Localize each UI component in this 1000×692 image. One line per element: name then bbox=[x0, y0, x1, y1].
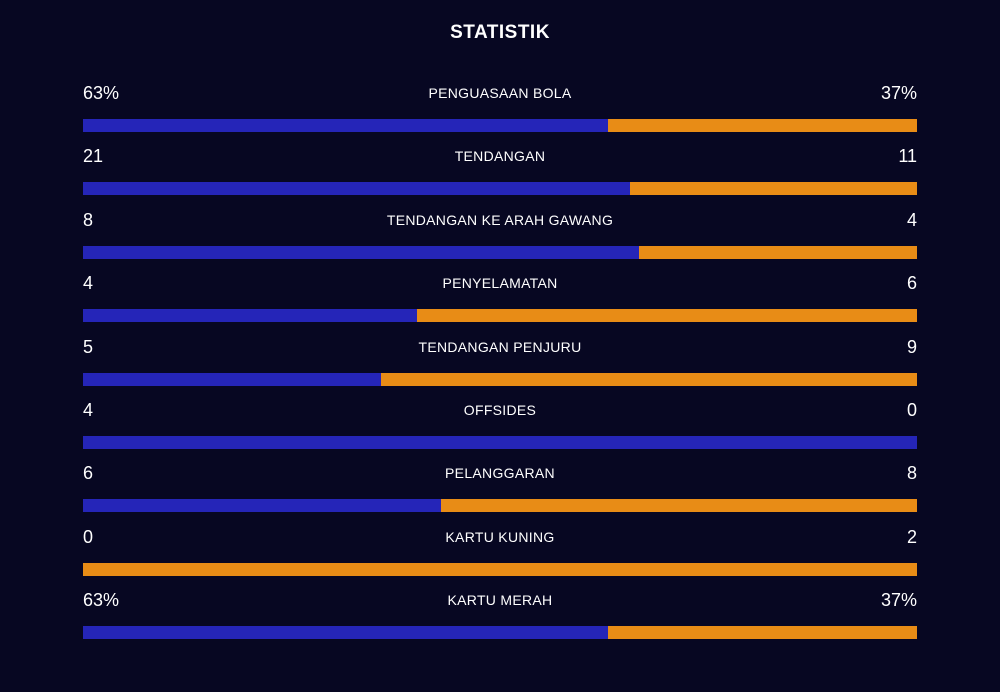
home-bar-segment bbox=[83, 119, 609, 132]
stat-row: 8 TENDANGAN KE ARAH GAWANG 4 bbox=[83, 207, 917, 270]
home-bar-segment bbox=[83, 626, 609, 640]
away-value: 37% bbox=[880, 590, 917, 611]
stat-label: OFFSIDES bbox=[463, 401, 537, 418]
stats-list: 63% PENGUASAAN BOLA 37% 21 TENDANGAN 11 … bbox=[83, 80, 917, 651]
away-value: 4 bbox=[906, 209, 917, 230]
stat-row-head: 4 PENYELAMATAN 6 bbox=[83, 270, 917, 296]
home-bar-segment bbox=[83, 372, 381, 386]
stat-label: KARTU KUNING bbox=[445, 528, 555, 545]
stat-bar bbox=[83, 182, 917, 196]
away-value: 6 bbox=[906, 273, 917, 294]
home-value: 5 bbox=[83, 336, 94, 357]
stat-label: TENDANGAN PENJURU bbox=[418, 338, 582, 355]
away-bar-segment bbox=[416, 309, 917, 323]
away-bar-segment bbox=[630, 182, 917, 196]
stat-row: 4 OFFSIDES 0 bbox=[83, 397, 917, 460]
stats-title: STATISTIK bbox=[450, 22, 550, 43]
home-value: 21 bbox=[83, 146, 104, 167]
stat-bar bbox=[83, 119, 917, 132]
stat-bar bbox=[83, 435, 917, 449]
away-bar-segment bbox=[608, 626, 917, 640]
away-value: 8 bbox=[906, 463, 917, 484]
stat-row-head: 6 PELANGGARAN 8 bbox=[83, 460, 917, 486]
away-value: 11 bbox=[898, 146, 917, 167]
stat-row-head: 8 TENDANGAN KE ARAH GAWANG 4 bbox=[83, 207, 917, 233]
stat-bar bbox=[83, 309, 917, 323]
stat-label: PENGUASAAN BOLA bbox=[428, 85, 572, 101]
stat-label: TENDANGAN bbox=[454, 148, 546, 165]
stat-row-head: 63% KARTU MERAH 37% bbox=[83, 587, 917, 613]
home-value: 63% bbox=[83, 590, 120, 611]
stat-label: PENYELAMATAN bbox=[442, 275, 558, 292]
stat-row: 63% PENGUASAAN BOLA 37% bbox=[83, 80, 917, 143]
stat-label: PELANGGARAN bbox=[445, 465, 555, 482]
home-bar-segment bbox=[83, 182, 631, 196]
home-bar-segment bbox=[83, 245, 640, 259]
stat-bar bbox=[83, 372, 917, 386]
stat-row: 6 PELANGGARAN 8 bbox=[83, 460, 917, 523]
away-value: 9 bbox=[906, 336, 917, 357]
stat-label: KARTU MERAH bbox=[447, 592, 553, 609]
away-bar-segment bbox=[639, 245, 917, 259]
away-bar-segment bbox=[608, 119, 917, 132]
stat-row-head: 4 OFFSIDES 0 bbox=[83, 397, 917, 423]
home-value: 0 bbox=[83, 526, 94, 547]
stat-row: 0 KARTU KUNING 2 bbox=[83, 524, 917, 587]
stat-row: 5 TENDANGAN PENJURU 9 bbox=[83, 334, 917, 397]
stat-row-head: 63% PENGUASAAN BOLA 37% bbox=[83, 80, 917, 106]
stat-label: TENDANGAN KE ARAH GAWANG bbox=[386, 211, 614, 228]
away-bar-segment bbox=[440, 499, 917, 513]
stat-row-head: 0 KARTU KUNING 2 bbox=[83, 524, 917, 550]
stat-bar bbox=[83, 626, 917, 640]
home-value: 4 bbox=[83, 273, 94, 294]
stat-row: 4 PENYELAMATAN 6 bbox=[83, 270, 917, 333]
away-value: 0 bbox=[906, 399, 917, 420]
home-value: 8 bbox=[83, 209, 94, 230]
stat-row-head: 21 TENDANGAN 11 bbox=[83, 143, 917, 169]
away-value: 37% bbox=[880, 83, 917, 103]
home-value: 63% bbox=[83, 83, 120, 103]
home-value: 4 bbox=[83, 399, 94, 420]
stat-row: 21 TENDANGAN 11 bbox=[83, 143, 917, 206]
stat-bar bbox=[83, 499, 917, 513]
home-bar-segment bbox=[83, 309, 417, 323]
stat-row-head: 5 TENDANGAN PENJURU 9 bbox=[83, 334, 917, 360]
home-bar-segment bbox=[83, 499, 441, 513]
home-value: 6 bbox=[83, 463, 94, 484]
stat-bar bbox=[83, 562, 917, 576]
stat-bar bbox=[83, 245, 917, 259]
home-bar-segment bbox=[83, 435, 917, 449]
away-value: 2 bbox=[906, 526, 917, 547]
stat-row: 63% KARTU MERAH 37% bbox=[83, 587, 917, 650]
away-bar-segment bbox=[380, 372, 917, 386]
away-bar-segment bbox=[83, 562, 917, 576]
